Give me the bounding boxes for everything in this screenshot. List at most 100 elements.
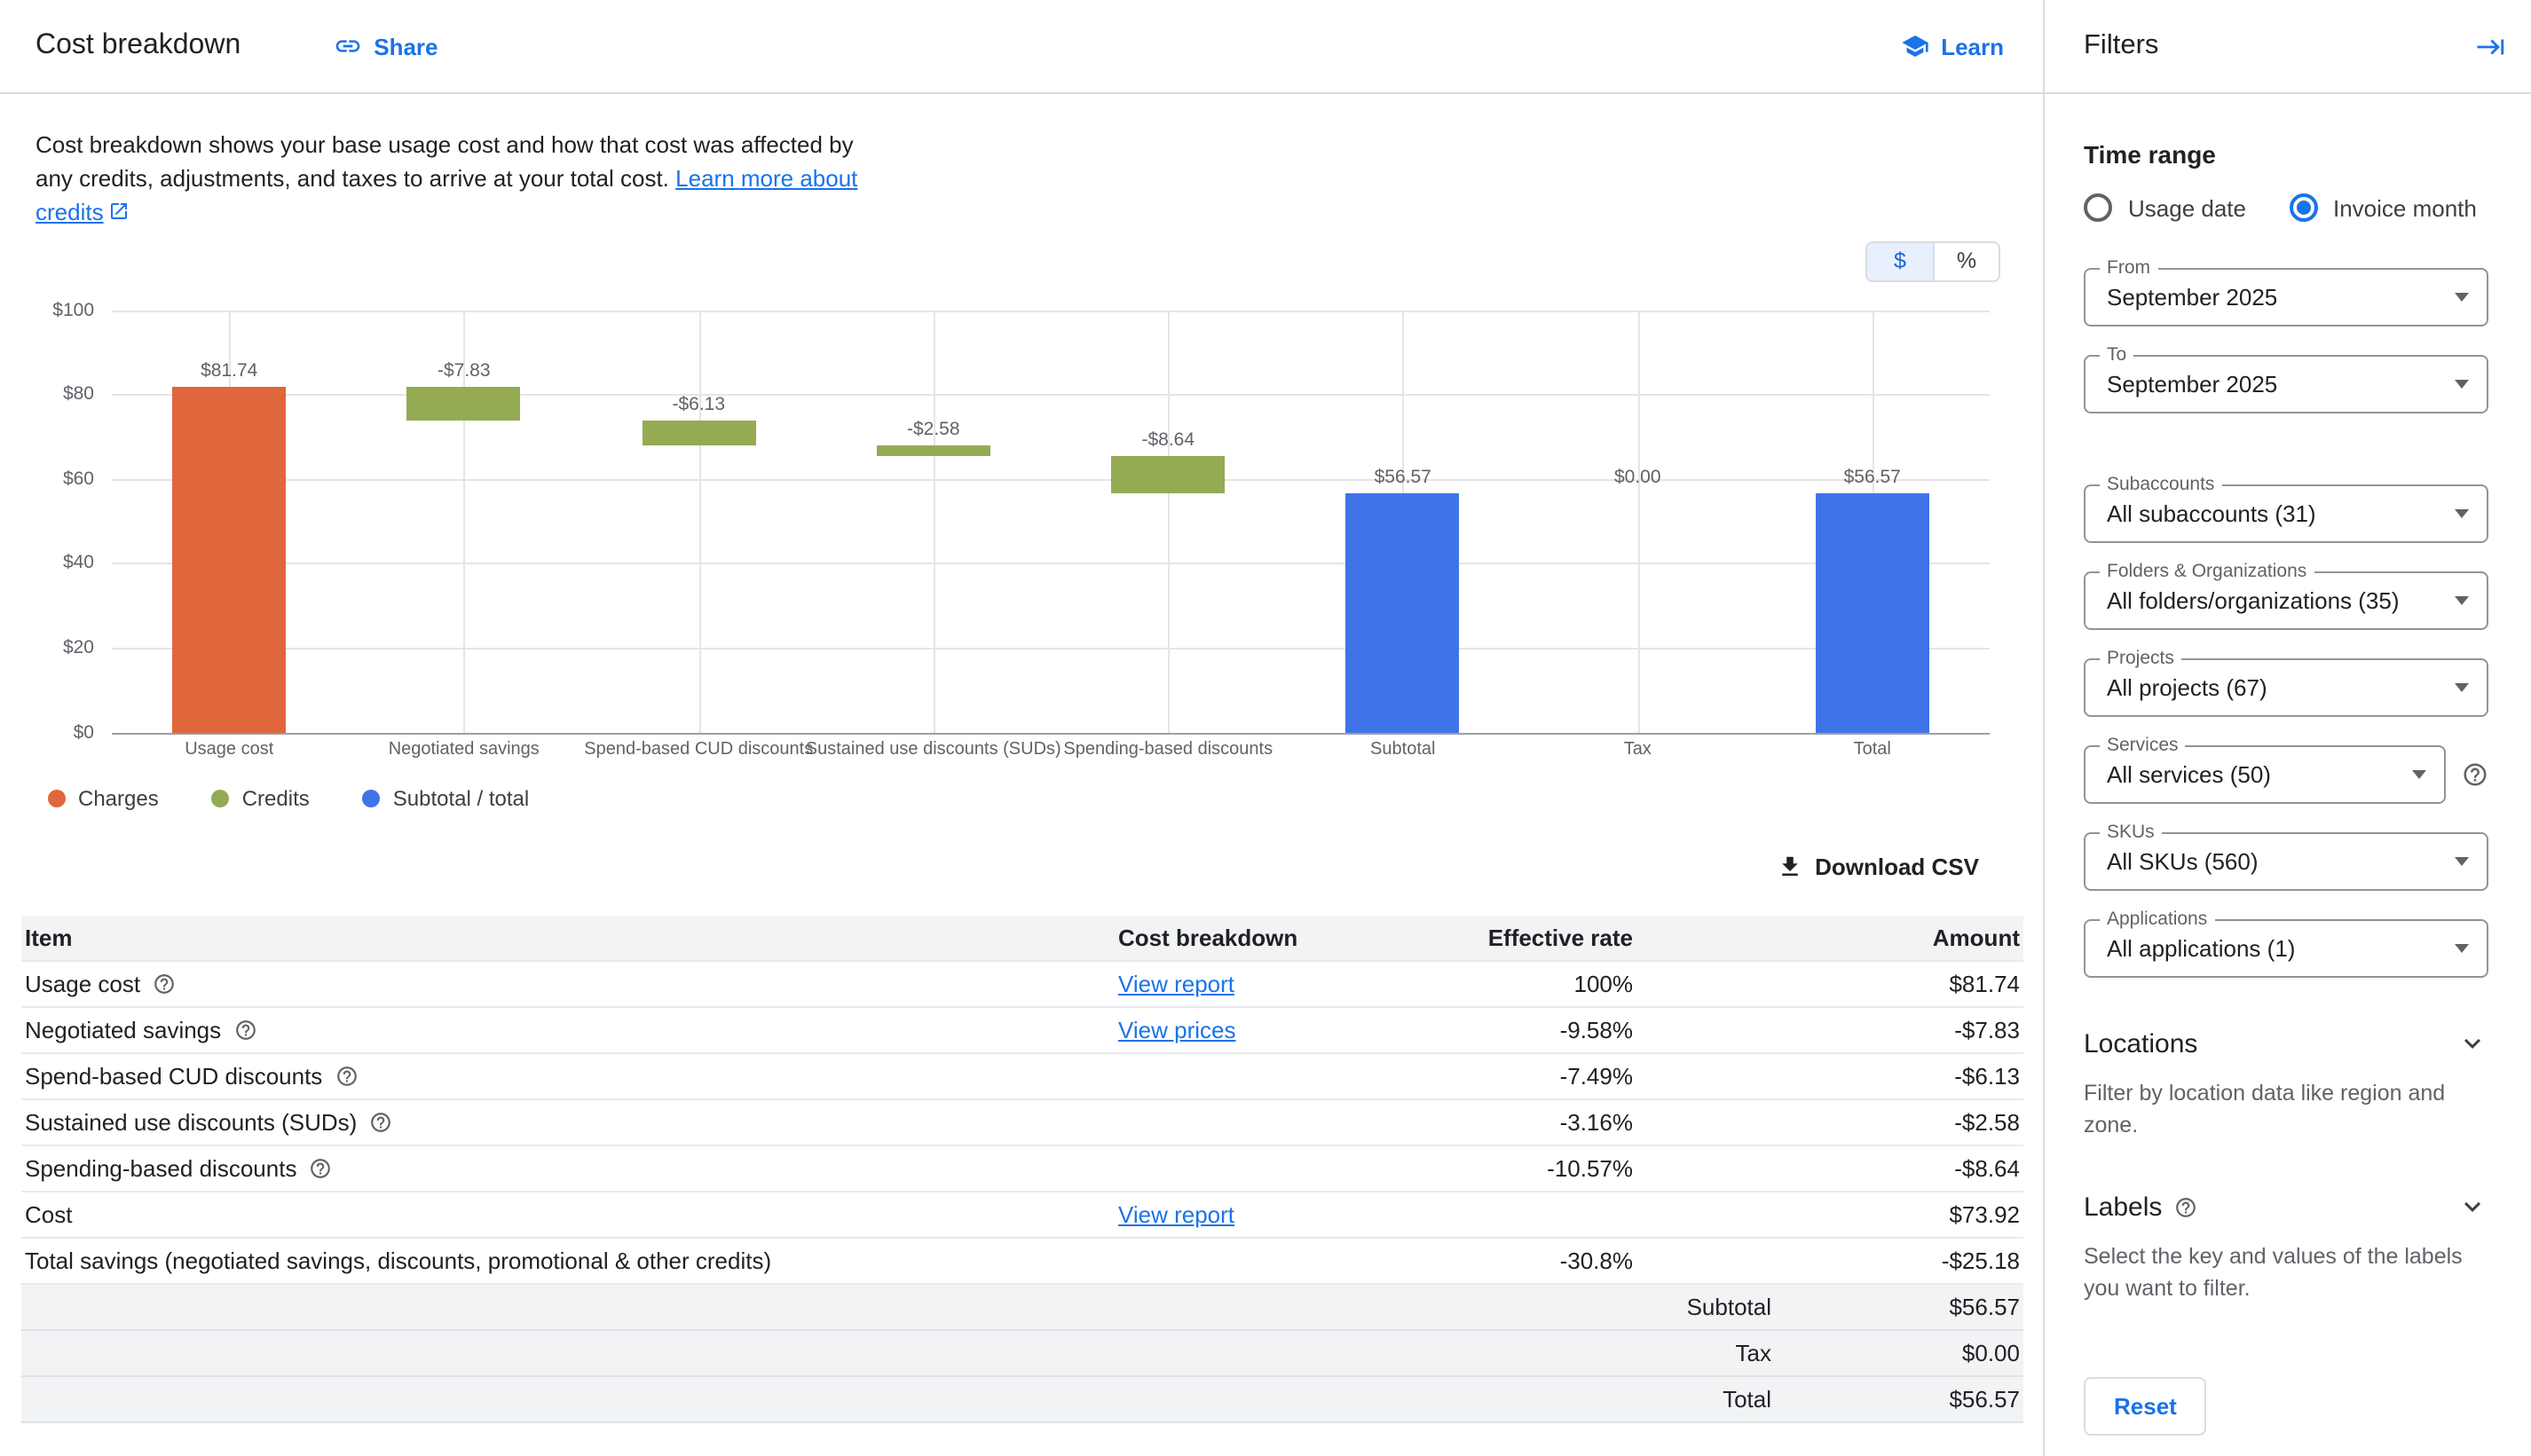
radio-usage-date[interactable]: Usage date bbox=[2084, 193, 2246, 222]
y-tick-label: $20 bbox=[62, 636, 94, 658]
view-report-link[interactable]: View report bbox=[1118, 1200, 1235, 1228]
radio-invoice-month[interactable]: Invoice month bbox=[2289, 193, 2477, 222]
help-icon[interactable] bbox=[233, 1018, 256, 1041]
filter-select-projects[interactable]: Projects All projects (67) bbox=[2084, 648, 2488, 717]
effective-rate-value: -7.49% bbox=[1559, 1062, 1633, 1090]
summary-label: Subtotal bbox=[1686, 1293, 1771, 1320]
effective-rate-value: -3.16% bbox=[1559, 1108, 1633, 1136]
amount-value: $73.92 bbox=[1949, 1200, 2020, 1228]
field-value: All folders/organizations (35) bbox=[2107, 587, 2400, 614]
unit-toggle-percent[interactable]: % bbox=[1933, 240, 2000, 282]
legend-color-dot bbox=[211, 789, 230, 807]
chart-category-line bbox=[698, 310, 701, 733]
help-icon[interactable] bbox=[2174, 1196, 2197, 1219]
section-header-labels[interactable]: Labels bbox=[2084, 1192, 2488, 1224]
learn-label: Learn bbox=[1941, 33, 2004, 59]
filter-select-skus[interactable]: SKUs All SKUs (560) bbox=[2084, 822, 2488, 891]
chart-gridline bbox=[112, 310, 1990, 312]
amount-value: -$2.58 bbox=[1954, 1108, 2020, 1136]
unit-toggle: $ % bbox=[0, 240, 2000, 282]
chart-bar-negotiated-savings[interactable] bbox=[406, 386, 521, 421]
filters-title: Filters bbox=[2084, 30, 2159, 60]
radio-icon bbox=[2084, 193, 2112, 222]
x-category-label: Subtotal bbox=[1370, 739, 1436, 759]
download-row: Download CSV bbox=[0, 853, 1979, 879]
chart-bar-value-label: $56.57 bbox=[1843, 466, 1901, 488]
legend-item-credits: Credits bbox=[211, 785, 310, 810]
chevron-down-icon bbox=[2464, 1202, 2480, 1213]
item-label: Sustained use discounts (SUDs) bbox=[25, 1108, 358, 1136]
chart-bar-sustained-use-discounts-suds[interactable] bbox=[876, 445, 990, 457]
chart-bar-spend-based-cud-discounts[interactable] bbox=[642, 420, 756, 446]
chart-plot-area: $81.74 -$7.83 -$6.13 -$2.58 -$8.64 $56.57 $0.0… bbox=[112, 310, 1990, 735]
chart-gridline bbox=[112, 563, 1990, 565]
learn-button[interactable]: Learn bbox=[1900, 32, 2004, 60]
chart-bar-value-label: $0.00 bbox=[1613, 466, 1661, 488]
summary-label: Tax bbox=[1735, 1339, 1771, 1366]
chart-bar-spending-based-discounts[interactable] bbox=[1111, 456, 1226, 493]
legend-item-subtotal-total: Subtotal / total bbox=[362, 785, 529, 810]
help-icon[interactable] bbox=[335, 1064, 358, 1087]
field-value: All subaccounts (31) bbox=[2107, 500, 2316, 527]
share-label: Share bbox=[374, 33, 438, 59]
filter-select-from[interactable]: From September 2025 bbox=[2084, 257, 2488, 327]
summary-amount: $56.57 bbox=[1949, 1293, 2020, 1320]
legend-color-dot bbox=[362, 789, 381, 807]
field-label: Projects bbox=[2100, 648, 2181, 669]
chart-bar-value-label: -$6.13 bbox=[672, 393, 726, 415]
field-label: Folders & Organizations bbox=[2100, 561, 2314, 582]
item-label: Cost bbox=[25, 1200, 73, 1228]
item-label: Negotiated savings bbox=[25, 1016, 222, 1043]
chart-bar-subtotal[interactable] bbox=[1345, 492, 1460, 733]
filter-section-locations: Locations Filter by location data like r… bbox=[2084, 1027, 2488, 1142]
filter-row-from: From September 2025 bbox=[2084, 257, 2488, 327]
table-row-total-savings-negotiated-savings-discounts-promotional-other-credits: Total savings (negotiated savings, disco… bbox=[21, 1238, 2023, 1285]
y-tick-label: $80 bbox=[62, 383, 94, 405]
dropdown-arrow-icon bbox=[2455, 509, 2469, 518]
help-icon[interactable] bbox=[309, 1156, 332, 1179]
download-csv-button[interactable]: Download CSV bbox=[1776, 853, 1979, 879]
help-icon[interactable] bbox=[153, 972, 176, 995]
filter-select-to[interactable]: To September 2025 bbox=[2084, 344, 2488, 413]
table-summary-row-subtotal: Subtotal $56.57 bbox=[21, 1284, 2023, 1331]
filter-select-applications[interactable]: Applications All applications (1) bbox=[2084, 909, 2488, 978]
chevron-down-icon bbox=[2464, 1038, 2480, 1049]
view-prices-link[interactable]: View prices bbox=[1118, 1016, 1236, 1043]
share-button[interactable]: Share bbox=[333, 32, 438, 60]
chart-bar-value-label: $81.74 bbox=[201, 359, 258, 382]
filter-select-folders-organizations[interactable]: Folders & Organizations All folders/orga… bbox=[2084, 561, 2488, 630]
learn-more-credits-link[interactable]: Learn more about credits bbox=[35, 164, 858, 225]
help-icon[interactable] bbox=[369, 1110, 392, 1133]
intro-paragraph: Cost breakdown shows your base usage cos… bbox=[35, 130, 887, 230]
effective-rate-value: -9.58% bbox=[1559, 1016, 1633, 1043]
main-header: Cost breakdown Share Learn bbox=[0, 0, 2043, 94]
view-report-link[interactable]: View report bbox=[1118, 970, 1235, 997]
section-description: Select the key and values of the labels … bbox=[2084, 1244, 2463, 1302]
download-csv-label: Download CSV bbox=[1815, 853, 1979, 880]
chart-legend: Charges Credits Subtotal / total bbox=[48, 785, 2043, 810]
amount-value: -$8.64 bbox=[1954, 1154, 2020, 1182]
item-label: Usage cost bbox=[25, 970, 141, 997]
chart-bar-usage-cost[interactable] bbox=[172, 386, 287, 733]
table-row-spending-based-discounts: Spending-based discounts -10.57% -$8.64 bbox=[21, 1145, 2023, 1192]
filter-row-subaccounts: Subaccounts All subaccounts (31) bbox=[2084, 474, 2488, 543]
filter-fields: From September 2025 To September 2025 Su… bbox=[2084, 257, 2488, 978]
collapse-panel-button[interactable] bbox=[2476, 31, 2506, 61]
filter-select-services[interactable]: Services All services (50) bbox=[2084, 735, 2446, 804]
open-in-new-icon bbox=[111, 202, 128, 219]
chart-bar-total[interactable] bbox=[1815, 492, 1929, 733]
keyboard-tab-icon bbox=[2477, 38, 2504, 54]
time-range-heading: Time range bbox=[2084, 140, 2216, 169]
filter-select-subaccounts[interactable]: Subaccounts All subaccounts (31) bbox=[2084, 474, 2488, 543]
summary-amount: $0.00 bbox=[1961, 1339, 2020, 1366]
section-description: Filter by location data like region and … bbox=[2084, 1081, 2446, 1138]
x-category-label: Tax bbox=[1623, 739, 1652, 759]
help-icon[interactable] bbox=[2462, 761, 2488, 788]
y-tick-label: $100 bbox=[52, 299, 94, 321]
filter-row-folders-organizations: Folders & Organizations All folders/orga… bbox=[2084, 561, 2488, 630]
section-header-locations[interactable]: Locations bbox=[2084, 1027, 2488, 1059]
reset-button[interactable]: Reset bbox=[2084, 1376, 2207, 1435]
col-header-cost-breakdown: Cost breakdown bbox=[1118, 924, 1298, 951]
effective-rate-value: 100% bbox=[1573, 970, 1634, 997]
unit-toggle-dollar[interactable]: $ bbox=[1865, 240, 1933, 282]
